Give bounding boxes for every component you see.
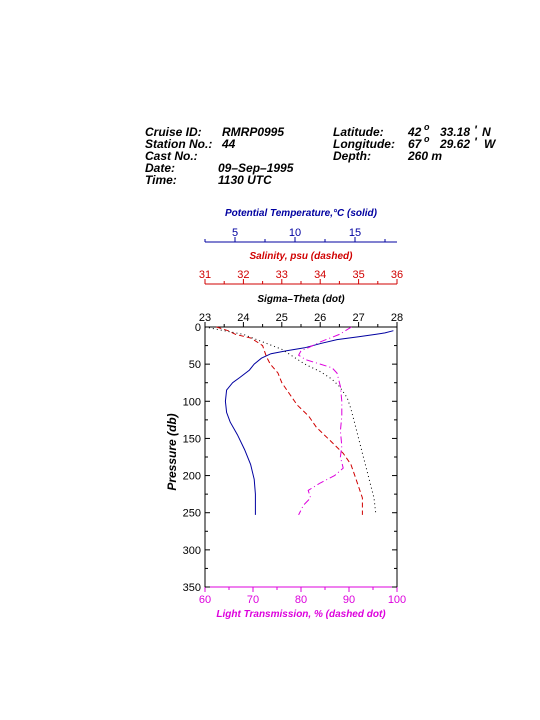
latitude-minutes: 33.18 <box>440 125 471 139</box>
salinity-tick-label: 35 <box>352 269 364 281</box>
transmission-profile-line <box>297 326 352 516</box>
sigma-tick-label: 26 <box>314 312 326 324</box>
longitude-hemisphere: W <box>484 137 496 151</box>
sigma-tick-label: 27 <box>352 312 364 324</box>
temperature-profile-line <box>224 330 394 515</box>
temperature-tick-label: 10 <box>289 227 301 239</box>
y-tick-label: 200 <box>183 471 201 483</box>
latitude-hemisphere: N <box>482 125 491 139</box>
cast-label: Cast No.: <box>145 149 198 163</box>
y-tick-label: 350 <box>183 582 201 594</box>
time-label: Time: <box>145 173 177 187</box>
depth-label: Depth: <box>333 149 371 163</box>
salinity-tick-label: 31 <box>199 269 211 281</box>
sigma-axis-title: Sigma–Theta (dot) <box>257 294 345 305</box>
longitude-minutes: 29.62 <box>440 137 471 151</box>
salinity-tick-label: 34 <box>314 269 326 281</box>
sigma-profile-line <box>204 326 377 515</box>
temperature-axis-title: Potential Temperature,°C (solid) <box>225 208 378 219</box>
cruise-id-label: Cruise ID: <box>145 125 202 139</box>
sigma-tick-label: 25 <box>276 312 288 324</box>
sigma-tick-label: 24 <box>237 312 249 324</box>
y-tick-label: 0 <box>195 322 201 334</box>
plot-frame <box>204 326 398 588</box>
station-label: Station No.: <box>145 137 213 151</box>
longitude-degree-mark: o <box>424 134 430 144</box>
depth-value: 260 m <box>408 149 443 163</box>
date-value: 09–Sep–1995 <box>218 161 294 175</box>
cruise-id-value: RMRP0995 <box>222 125 285 139</box>
temperature-tick-label: 5 <box>232 227 238 239</box>
transmission-tick-label: 90 <box>343 594 355 606</box>
transmission-tick-label: 80 <box>295 594 307 606</box>
station-value: 44 <box>222 137 236 151</box>
date-label: Date: <box>145 161 176 175</box>
transmission-tick-label: 100 <box>388 594 406 606</box>
transmission-tick-label: 60 <box>199 594 211 606</box>
y-tick-label: 50 <box>189 359 201 371</box>
salinity-axis-title: Salinity, psu (dashed) <box>250 251 354 262</box>
latitude-degree-mark: o <box>424 122 430 132</box>
latitude-degrees: 42 <box>408 125 422 139</box>
transmission-tick-label: 70 <box>247 594 259 606</box>
salinity-profile-line <box>216 326 363 515</box>
longitude-degrees: 67 <box>408 137 422 151</box>
y-tick-label: 150 <box>183 433 201 445</box>
y-tick-label: 250 <box>183 508 201 520</box>
latitude-label: Latitude: <box>333 125 384 139</box>
salinity-tick-label: 32 <box>237 269 249 281</box>
latitude-minute-mark: ' <box>474 123 477 137</box>
y-tick-label: 100 <box>183 396 201 408</box>
transmission-axis-title: Light Transmission, % (dashed dot) <box>216 609 386 620</box>
sigma-tick-label: 23 <box>199 312 211 324</box>
y-axis-title: Pressure (db) <box>165 413 179 490</box>
longitude-minute-mark: ' <box>474 135 477 149</box>
sigma-tick-label: 28 <box>391 312 403 324</box>
y-tick-label: 300 <box>183 545 201 557</box>
longitude-label: Longitude: <box>333 137 395 151</box>
temperature-tick-label: 15 <box>349 227 361 239</box>
time-value: 1130 UTC <box>218 173 272 187</box>
salinity-tick-label: 33 <box>276 269 288 281</box>
salinity-tick-label: 36 <box>391 269 403 281</box>
